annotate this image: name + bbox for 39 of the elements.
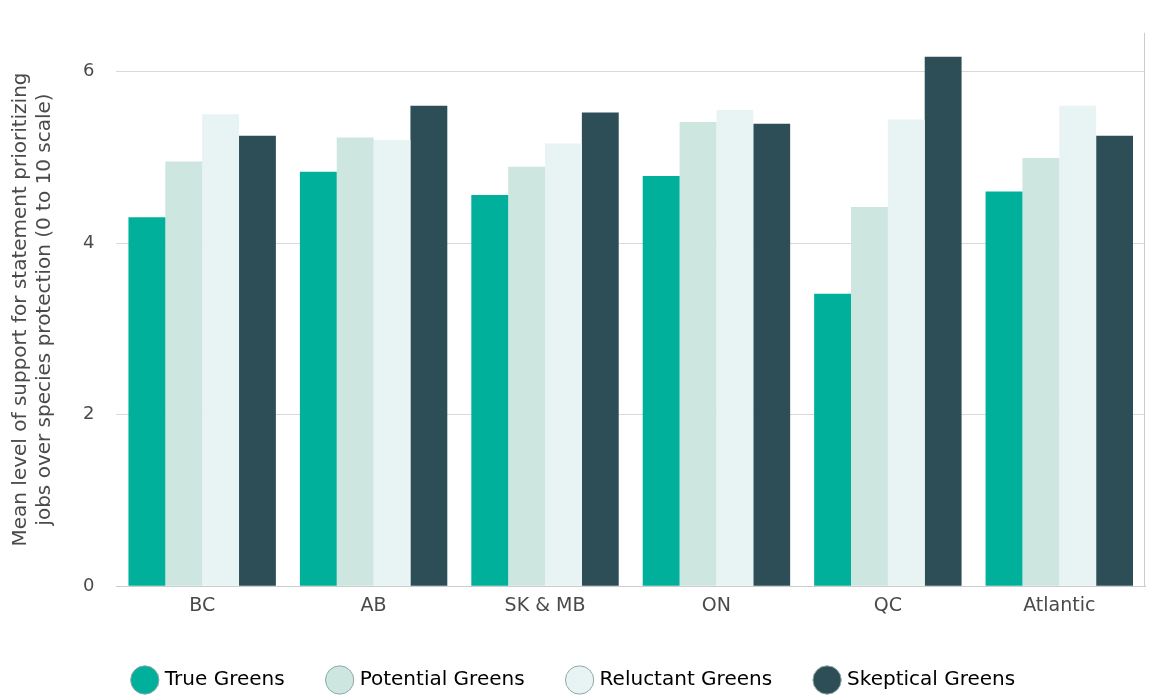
bar xyxy=(410,105,448,586)
legend-label: True Greens xyxy=(163,666,285,691)
bar xyxy=(165,161,203,586)
bar xyxy=(336,137,374,586)
bar xyxy=(1059,105,1097,586)
bar xyxy=(1022,158,1060,586)
bar xyxy=(924,56,962,586)
bar xyxy=(642,176,680,586)
x-tick-label: Atlantic xyxy=(1023,592,1096,615)
bar xyxy=(716,110,754,586)
x-tick-label: BC xyxy=(189,592,216,615)
bar xyxy=(202,114,240,586)
bar xyxy=(887,119,925,586)
bar xyxy=(373,140,411,586)
bar xyxy=(581,112,619,586)
bar xyxy=(814,293,852,586)
bar xyxy=(1096,135,1133,586)
y-tick-label: 0 xyxy=(83,573,95,595)
bar xyxy=(545,143,582,586)
x-tick-label: QC xyxy=(873,592,902,615)
bar xyxy=(753,123,791,586)
y-tick-label: 6 xyxy=(83,59,95,81)
legend-label: Potential Greens xyxy=(359,666,525,691)
x-tick-label: SK & MB xyxy=(504,592,586,615)
y-tick-label: 2 xyxy=(83,402,95,424)
bar xyxy=(239,135,276,586)
legend-label: Skeptical Greens xyxy=(847,666,1016,691)
bar xyxy=(299,171,337,586)
x-tick-label: AB xyxy=(360,592,387,615)
x-tick-label: ON xyxy=(701,592,732,615)
bar xyxy=(128,217,166,586)
bar xyxy=(508,166,546,586)
bar xyxy=(471,194,509,586)
y-tick-label: 4 xyxy=(83,230,95,252)
bar xyxy=(679,122,717,586)
legend-label: Reluctant Greens xyxy=(599,666,773,691)
bar xyxy=(985,191,1023,586)
y-axis-title: Mean level of support for statement prioritizing jobs over species protection (0 to 10 scale) xyxy=(7,72,56,547)
bar xyxy=(851,206,888,586)
